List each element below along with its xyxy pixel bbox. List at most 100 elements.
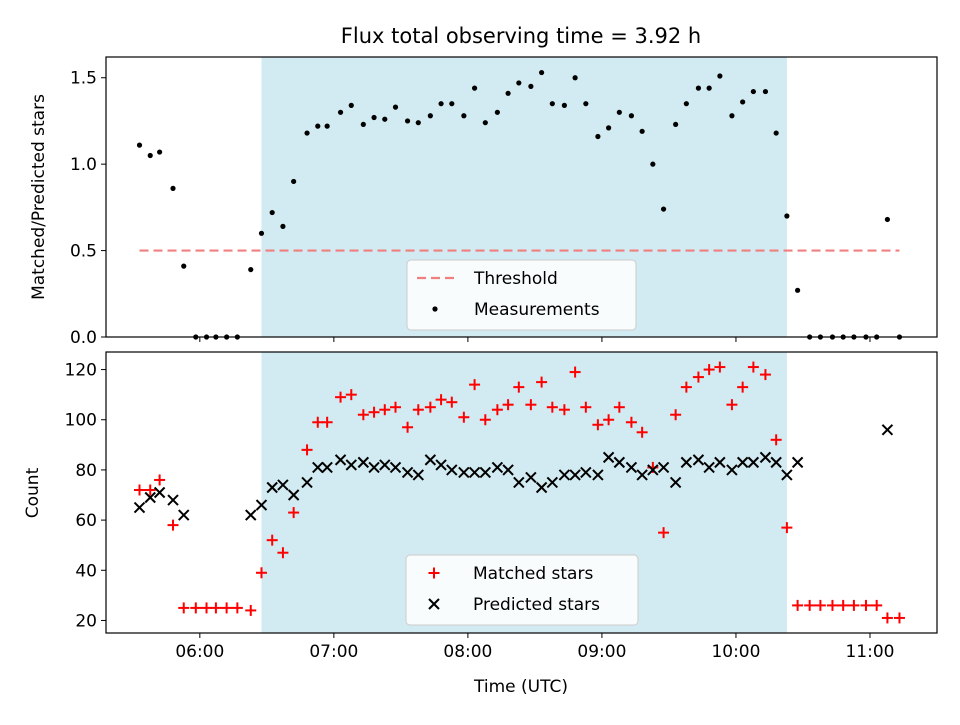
top-legend-label-0: Threshold	[473, 269, 558, 289]
matched-star-point	[301, 444, 313, 456]
measurement-point	[304, 130, 310, 136]
matched-star-point	[625, 416, 637, 428]
matched-star-point	[603, 414, 615, 426]
matched-star-point	[277, 547, 289, 559]
predicted-star-point	[558, 469, 571, 481]
predicted-star-point	[680, 456, 693, 469]
matched-star-point	[357, 409, 369, 421]
measurement-point	[415, 120, 421, 126]
predicted-star-point	[401, 466, 414, 479]
top-panel: 0.0 0.5 1.0 1.5 Threshold Measurements	[70, 56, 938, 348]
matched-star-point	[144, 484, 156, 496]
x-tick-label-1: 07:00	[309, 642, 358, 662]
predicted-star-point	[714, 456, 726, 469]
measurement-point	[170, 185, 176, 191]
predicted-star-point	[525, 471, 537, 484]
matched-star-point	[592, 419, 604, 431]
matched-star-point	[368, 406, 380, 418]
predicted-star-point	[144, 491, 156, 504]
measurement-point	[136, 142, 143, 148]
matched-star-point	[178, 602, 190, 614]
measurement-point	[449, 101, 455, 107]
matched-star-point	[703, 364, 715, 376]
matched-star-point	[266, 534, 278, 546]
measurement-point	[784, 213, 790, 219]
matched-star-point	[826, 599, 838, 611]
predicted-star-point	[446, 464, 458, 476]
bottom-y-tick-label-3: 80	[75, 461, 97, 481]
matched-star-point	[154, 474, 166, 486]
legend-measurement-swatch	[432, 306, 438, 312]
matched-star-point	[221, 602, 233, 614]
measurement-point	[147, 152, 153, 159]
measurement-point	[750, 88, 756, 95]
measurement-point	[181, 263, 187, 269]
measurement-point	[337, 109, 344, 115]
measurement-point	[269, 209, 275, 216]
measurement-point	[471, 85, 478, 91]
measurement-point	[606, 125, 612, 131]
matched-star-point	[759, 369, 771, 381]
predicted-star-point	[479, 466, 492, 479]
measurement-point	[795, 287, 801, 293]
top-y-tick-label-3: 1.5	[70, 69, 97, 89]
matched-star-point	[231, 602, 243, 614]
matched-star-point	[837, 599, 849, 611]
matched-star-point	[513, 381, 525, 393]
predicted-star-point	[636, 469, 648, 481]
matched-star-point	[569, 366, 581, 378]
measurement-point	[280, 223, 286, 229]
measurement-point	[673, 121, 679, 128]
predicted-star-point	[535, 481, 548, 494]
bottom-series-matched-stars	[134, 361, 905, 624]
predicted-star-point	[602, 451, 615, 464]
measurement-point	[291, 178, 297, 185]
matched-star-point	[692, 371, 704, 383]
matched-star-point	[345, 389, 357, 401]
matched-star-point	[446, 396, 458, 408]
measurement-point	[628, 113, 635, 119]
predicted-star-point	[468, 466, 481, 479]
x-axis-label: Time (UTC)	[473, 677, 568, 697]
predicted-star-point	[458, 466, 470, 479]
matched-star-point	[881, 612, 893, 624]
predicted-star-point	[625, 461, 638, 474]
x-tick-label-3: 09:00	[577, 642, 626, 662]
measurement-point	[482, 120, 488, 126]
measurement-point	[427, 113, 433, 119]
bottom-panel-y-axis-label: Count	[23, 467, 43, 518]
matched-star-point	[860, 599, 872, 611]
predicted-star-point	[133, 501, 146, 514]
predicted-star-point	[513, 476, 525, 489]
top-axes-frame	[105, 56, 938, 338]
predicted-star-point	[759, 451, 772, 464]
measurement-point	[616, 109, 622, 115]
top-legend-box	[406, 259, 637, 331]
predicted-star-point	[301, 476, 313, 489]
top-y-tick-label-1: 0.5	[70, 242, 97, 262]
measurement-point	[595, 133, 601, 140]
predicted-star-point	[726, 464, 738, 476]
measurement-point	[315, 123, 321, 129]
measurement-point	[392, 104, 399, 110]
measurement-point	[695, 85, 702, 91]
predicted-star-point	[502, 464, 514, 476]
matched-star-point	[390, 401, 402, 413]
predicted-star-point	[703, 461, 715, 474]
matched-star-point	[288, 507, 300, 519]
matched-star-point	[848, 599, 860, 611]
measurement-point	[404, 118, 411, 124]
matched-star-point	[312, 416, 324, 428]
x-tick-label-0: 06:00	[175, 642, 224, 662]
x-tick-label-5: 11:00	[845, 642, 894, 662]
predicted-star-point	[736, 456, 749, 469]
measurement-point	[706, 85, 712, 91]
predicted-star-point	[881, 424, 894, 436]
measurement-point	[572, 75, 578, 81]
measurement-point	[516, 80, 522, 86]
matched-star-point	[658, 527, 670, 539]
bottom-legend-box	[405, 554, 639, 626]
matched-star-point	[245, 604, 257, 616]
predicted-star-point	[277, 479, 289, 491]
